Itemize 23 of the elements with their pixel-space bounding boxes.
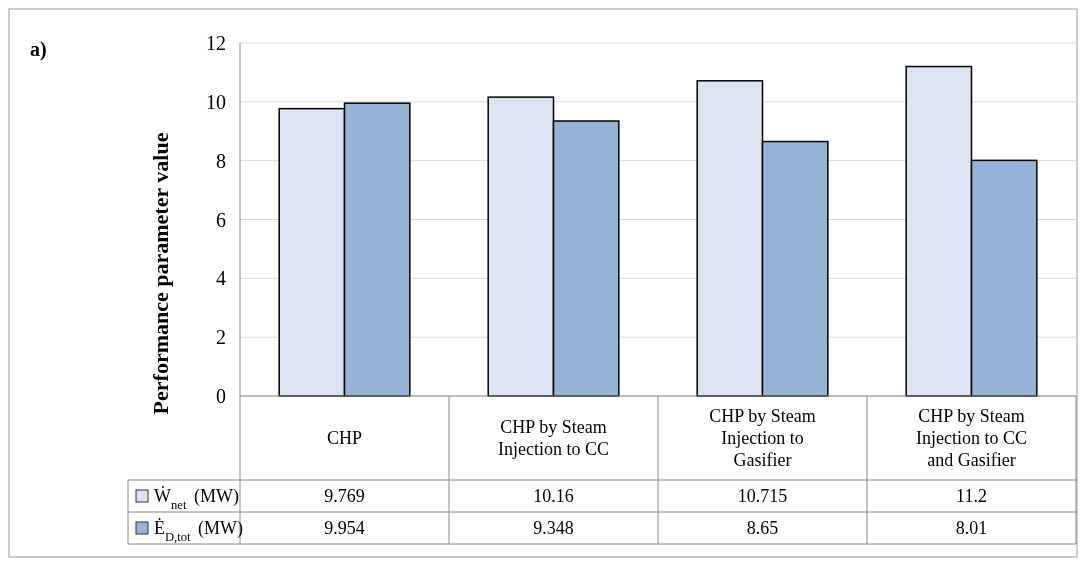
data-label: 9.348 bbox=[533, 518, 574, 539]
x-tick-label: CHP by Steam Injection to Gasifier bbox=[709, 406, 816, 471]
y-tick-label: 12 bbox=[206, 32, 226, 54]
x-tick-label: CHP by Steam Injection to CC and Gasifier bbox=[916, 406, 1027, 471]
text: a) bbox=[30, 38, 47, 61]
y-tick-label: 4 bbox=[216, 267, 226, 290]
data-label: 8.01 bbox=[955, 518, 988, 539]
data-label: 9.954 bbox=[324, 518, 365, 539]
data-label: 9.769 bbox=[324, 486, 365, 507]
y-tick-label: 0 bbox=[216, 385, 226, 407]
data-label: 11.2 bbox=[956, 486, 987, 507]
legend-label: Ẇ$_{net}$ (MW) bbox=[154, 485, 239, 512]
y-axis-title: Performance parameter value bbox=[148, 132, 173, 415]
y-tick-label: 2 bbox=[216, 326, 226, 349]
y-tick-label: 10 bbox=[206, 90, 226, 113]
data-label: 10.16 bbox=[533, 486, 574, 507]
x-tick-label: CHP bbox=[326, 428, 363, 449]
data-label: 10.715 bbox=[737, 486, 788, 507]
y-tick-label: 6 bbox=[216, 208, 226, 231]
data-label: 8.65 bbox=[746, 518, 779, 539]
x-tick-label: CHP by Steam Injection to CC bbox=[498, 417, 609, 460]
legend-label: Ė$_{D,tot}$ (MW) bbox=[154, 518, 244, 544]
y-tick-label: 8 bbox=[216, 149, 226, 172]
